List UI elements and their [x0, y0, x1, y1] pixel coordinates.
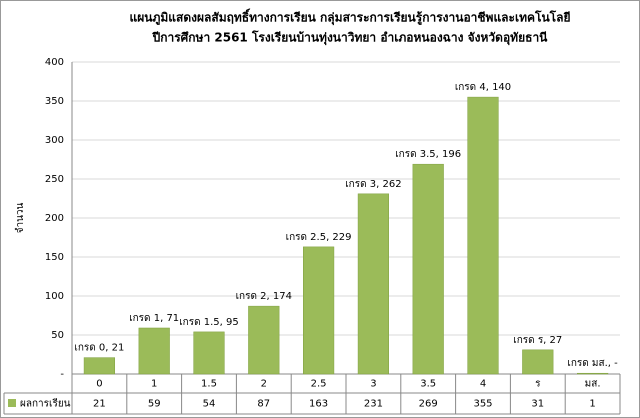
bar [357, 193, 389, 375]
chart-subtitle: ปีการศึกษา 2561 โรงเรียนบ้านทุ่งนาวิทยา … [152, 30, 548, 46]
bar-annotation: เกรด ร, 27 [513, 335, 562, 346]
y-axis-label: จำนวน [15, 202, 26, 233]
y-tick-label: 300 [45, 135, 64, 146]
bar-annotation: เกรด 1.5, 95 [179, 317, 239, 328]
bar-annotation: เกรด 2, 174 [236, 291, 292, 302]
table-value: 21 [93, 399, 106, 410]
bar [522, 349, 554, 375]
bar-annotation: เกรด 2.5, 229 [286, 232, 352, 243]
bar [577, 372, 609, 375]
y-tick-label: 350 [45, 96, 64, 107]
bar [248, 305, 280, 375]
bar-annotation: เกรด 4, 140 [455, 82, 511, 93]
table-value: 269 [419, 399, 438, 410]
bar-annotation: เกรด 0, 21 [74, 343, 124, 354]
chart-title: แผนภูมิแสดงผลสัมฤทธิ์ทางการเรียน กลุ่มสา… [130, 9, 571, 26]
x-tick-label: 2 [261, 379, 267, 390]
table-value: 163 [309, 399, 328, 410]
y-tick-label: 200 [45, 213, 64, 224]
bar [303, 246, 335, 375]
table-value: 31 [531, 399, 544, 410]
x-tick-label: ร [535, 379, 541, 390]
y-tick-label: - [60, 369, 64, 380]
x-tick-label: 4 [480, 379, 486, 390]
x-tick-label: มส. [585, 379, 601, 390]
x-tick-label: 1 [151, 379, 157, 390]
table-value: 59 [148, 399, 161, 410]
x-tick-label: 3 [370, 379, 376, 390]
x-tick-label: 0 [96, 379, 102, 390]
bar [467, 96, 499, 375]
table-value: 1 [589, 399, 595, 410]
legend-swatch [8, 399, 16, 407]
x-tick-label: 1.5 [201, 379, 217, 390]
bar [83, 357, 115, 375]
bar-annotation: เกรด 1, 71 [129, 313, 179, 324]
y-tick-label: 250 [45, 174, 64, 185]
bar [412, 163, 444, 375]
y-tick-label: 400 [45, 57, 64, 68]
x-tick-label: 2.5 [311, 379, 327, 390]
legend-label: ผลการเรียน [20, 398, 71, 410]
y-tick-label: 100 [45, 291, 64, 302]
bar-annotation: เกรด 3.5, 196 [395, 149, 461, 160]
bar [193, 331, 225, 375]
bar [138, 327, 170, 375]
x-tick-label: 3.5 [420, 379, 436, 390]
table-value: 355 [473, 399, 492, 410]
bar-annotation: เกรด มส., - [567, 358, 618, 369]
y-tick-label: 150 [45, 252, 64, 263]
table-value: 231 [364, 399, 383, 410]
y-tick-label: 50 [51, 330, 64, 341]
table-value: 54 [203, 399, 216, 410]
bar-annotation: เกรด 3, 262 [345, 179, 401, 190]
table-value: 87 [257, 399, 270, 410]
